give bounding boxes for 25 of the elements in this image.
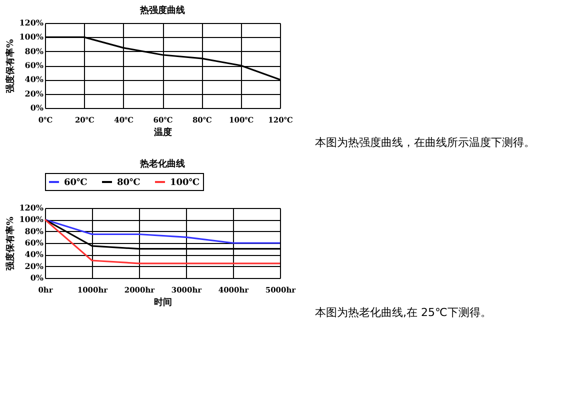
- text: 本图为热强度曲线，在曲线所示温度下测得。: [315, 136, 535, 149]
- legend-label: 60℃: [64, 178, 88, 188]
- y-tick-label: 0%: [30, 272, 44, 282]
- y-tick-label: 100%: [19, 32, 44, 42]
- y-tick-label: 100%: [19, 214, 44, 224]
- y-tick-label: 80%: [24, 46, 44, 56]
- y-tick-label: 120%: [19, 18, 44, 28]
- y-tick-label: 20%: [24, 260, 44, 271]
- x-axis-title: 温度: [153, 127, 172, 138]
- y-tick-label: 40%: [24, 249, 44, 260]
- y-tick-label: 60%: [24, 238, 44, 248]
- y-tick-label: 40%: [24, 74, 44, 84]
- x-axis-title: 时间: [154, 297, 172, 308]
- y-tick-label: 20%: [24, 88, 44, 98]
- y-tick-label: 0%: [30, 102, 44, 112]
- y-tick-label: 80%: [24, 226, 44, 236]
- y-axis-title: 强度保有率%: [5, 216, 16, 270]
- y-tick-label: 120%: [19, 202, 44, 212]
- legend-label: 100℃: [170, 178, 200, 188]
- y-axis-title: 强度保有率%: [5, 38, 16, 93]
- text: 本图为热老化曲线,在 25℃下测得。: [315, 306, 492, 319]
- legend-label: 80℃: [117, 178, 141, 188]
- y-tick-label: 60%: [24, 60, 44, 70]
- chart-title: 热强度曲线: [139, 5, 185, 16]
- chart-title: 热老化曲线: [139, 158, 185, 170]
